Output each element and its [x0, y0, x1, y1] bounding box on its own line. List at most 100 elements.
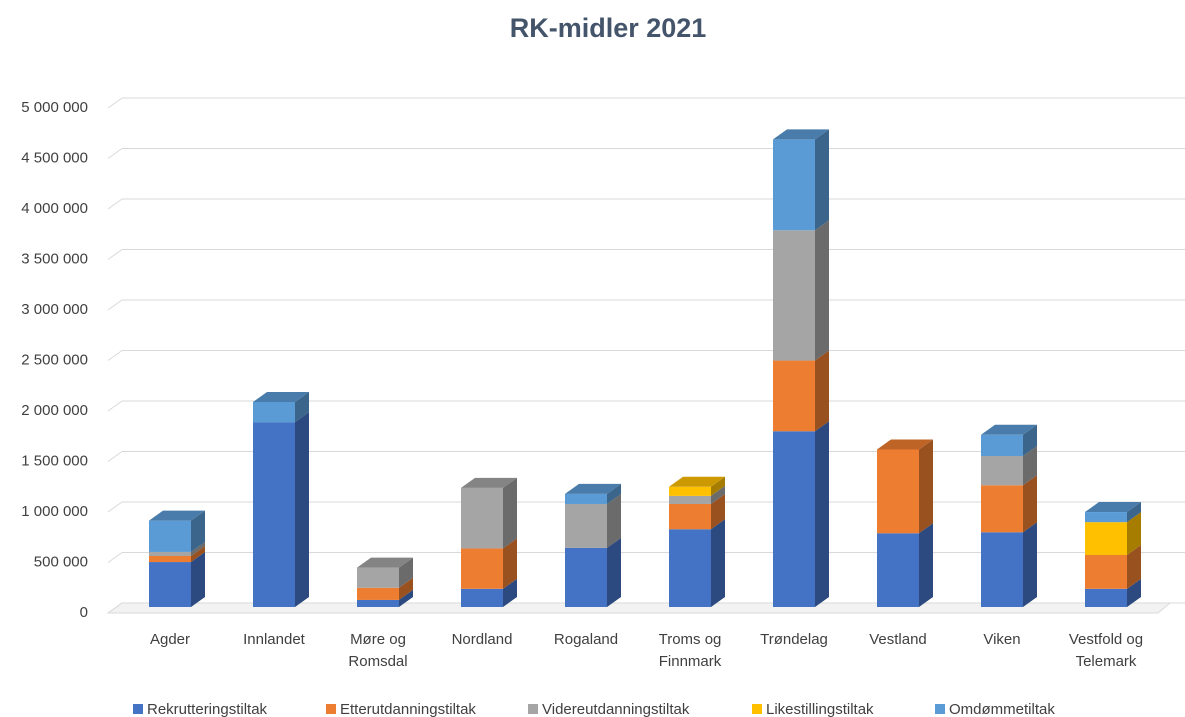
grid-line	[107, 400, 123, 412]
bar-side	[295, 412, 309, 607]
legend-label: Omdømmetiltak	[949, 701, 1055, 717]
bar-side	[399, 577, 413, 600]
bar	[253, 401, 295, 423]
grid-line	[107, 249, 123, 260]
legend-label: Likestillingstiltak	[766, 701, 874, 717]
y-tick-label: 5 000 000	[21, 99, 88, 116]
bar-side	[815, 350, 829, 432]
bar	[149, 555, 191, 563]
bar	[1085, 588, 1127, 607]
bar	[981, 456, 1023, 486]
bar-side	[399, 557, 413, 588]
chart-title: RK-midler 2021	[510, 13, 707, 43]
bar	[981, 485, 1023, 533]
bar-side	[1127, 512, 1141, 555]
y-tick-label: 2 500 000	[21, 351, 88, 368]
grid-line	[107, 350, 123, 361]
x-tick-label: Troms og Finnmark	[659, 631, 722, 670]
bar	[357, 567, 399, 588]
bar	[565, 503, 607, 548]
bar-top	[773, 129, 829, 140]
bar-side	[607, 493, 621, 548]
bar	[1085, 522, 1127, 555]
bar-side	[919, 523, 933, 607]
bar-top	[149, 510, 205, 521]
bar-side	[1023, 424, 1037, 457]
y-tick-label: 4 500 000	[21, 149, 88, 166]
bar	[253, 422, 295, 607]
bar-side	[1023, 475, 1037, 533]
bar	[773, 431, 815, 607]
bar	[149, 551, 191, 556]
bar-side	[711, 476, 725, 496]
grid-line	[107, 602, 123, 614]
bar	[149, 562, 191, 607]
bar	[357, 599, 399, 607]
bar	[773, 230, 815, 361]
bar-side	[191, 541, 205, 556]
bar	[773, 360, 815, 432]
bar-side	[815, 129, 829, 231]
bar	[149, 520, 191, 552]
bar-side	[607, 483, 621, 504]
bar-side	[191, 545, 205, 563]
bar	[565, 493, 607, 504]
bar	[981, 532, 1023, 607]
grid-line	[107, 198, 123, 210]
legend-label: Etterutdanningstiltak	[340, 701, 476, 717]
bar	[877, 533, 919, 607]
y-tick-label: 1 000 000	[21, 503, 88, 520]
bar-side	[815, 421, 829, 607]
x-tick-label: Vestfold og Telemark	[1069, 631, 1143, 670]
legend-label: Videreutdanningstiltak	[542, 701, 690, 717]
legend-swatch	[133, 704, 143, 714]
bar	[1085, 554, 1127, 589]
bar-top	[877, 439, 933, 450]
bar	[565, 547, 607, 607]
grid-line	[107, 97, 123, 109]
bar-top	[1085, 502, 1141, 513]
legend-swatch	[326, 704, 336, 714]
bar-top	[461, 477, 517, 488]
bar	[461, 487, 503, 549]
grid-line	[107, 299, 123, 311]
x-tick-label: Vestland	[869, 631, 927, 648]
bar	[357, 587, 399, 600]
bar-top	[669, 476, 725, 487]
legend-label: Rekrutteringstiltak	[147, 701, 268, 717]
bar	[877, 449, 919, 534]
bar-side	[399, 589, 413, 607]
bar	[773, 139, 815, 231]
y-tick-label: 3 500 000	[21, 250, 88, 267]
bar	[669, 529, 711, 607]
x-tick-label: Møre og Romsdal	[348, 631, 407, 670]
bar-top	[981, 424, 1037, 435]
bar-side	[607, 537, 621, 607]
y-tick-label: 1 500 000	[21, 452, 88, 469]
bar	[669, 503, 711, 530]
grid-line	[107, 552, 123, 563]
bar	[981, 434, 1023, 457]
grid-line	[107, 451, 123, 462]
bar-side	[919, 439, 933, 534]
x-tick-label: Trøndelag	[760, 631, 828, 648]
bar-top	[253, 391, 309, 402]
bar-side	[1127, 502, 1141, 523]
bar-side	[1023, 522, 1037, 607]
x-tick-label: Agder	[150, 631, 190, 648]
x-tick-label: Rogaland	[554, 631, 618, 648]
bar-side	[503, 578, 517, 607]
bar-side	[815, 220, 829, 361]
bar	[669, 495, 711, 504]
bar-side	[295, 391, 309, 423]
bar	[461, 588, 503, 607]
bar-side	[191, 552, 205, 607]
x-tick-label: Viken	[983, 631, 1020, 648]
bar-side	[1023, 446, 1037, 486]
bar-side	[1127, 578, 1141, 607]
bar-side	[711, 519, 725, 607]
bar-side	[191, 510, 205, 552]
legend-swatch	[935, 704, 945, 714]
legend-swatch	[752, 704, 762, 714]
